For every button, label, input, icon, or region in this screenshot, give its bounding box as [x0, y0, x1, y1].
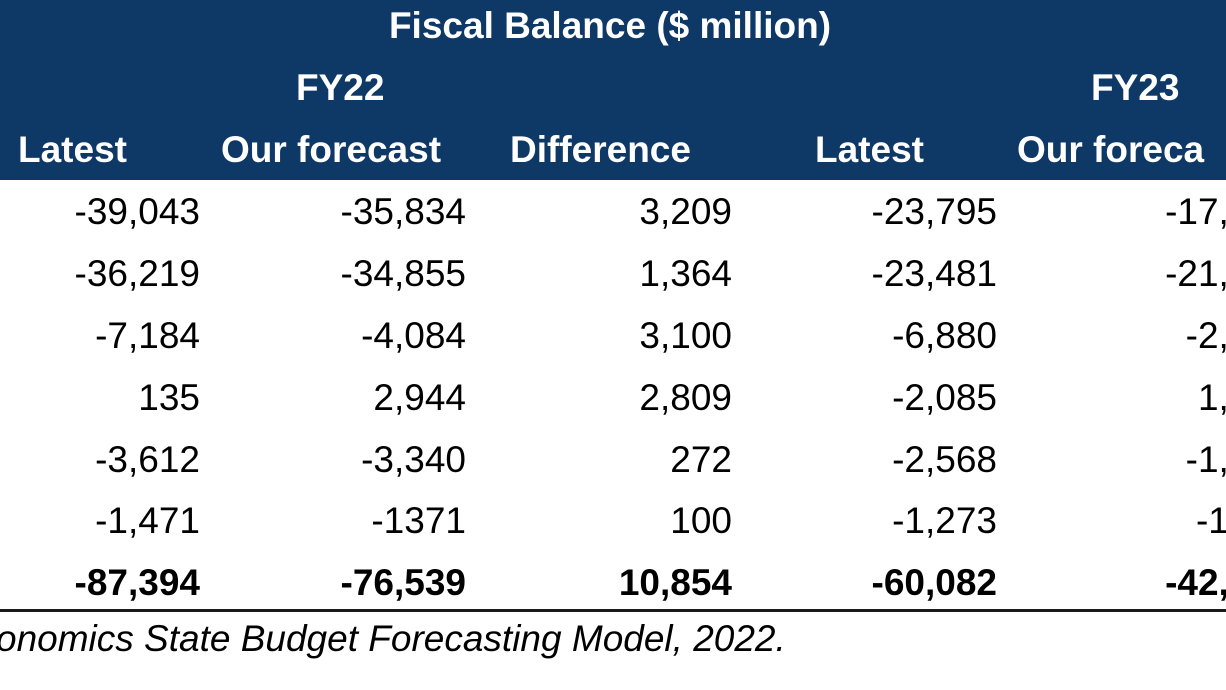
table-bottom-rule — [0, 609, 1226, 612]
table-title: Fiscal Balance ($ million) — [388, 5, 832, 46]
table-cell-fy22-our-forecast: -35,834 — [340, 191, 467, 232]
table-cell-fy22-latest: 135 — [138, 377, 200, 418]
table-cell-fy22-our-forecast: -4,084 — [361, 315, 466, 356]
column-header-fy22-latest: Latest — [18, 129, 127, 170]
table-cell-fy22-our-forecast: -1371 — [371, 500, 466, 541]
table-cell-fy23-latest: -23,481 — [871, 253, 998, 294]
table-cell-fy22-difference: 272 — [670, 439, 732, 480]
group-header-fy22: FY22 — [296, 67, 385, 108]
table-cell-fy23-our-forecast: -1,94 — [1185, 439, 1226, 480]
table-cell-fy22-latest: -39,043 — [74, 191, 201, 232]
table-cell-fy22-latest: -7,184 — [95, 315, 200, 356]
source-note: onomics State Budget Forecasting Model, … — [0, 618, 786, 659]
table-cell-fy23-latest: -1,273 — [892, 500, 997, 541]
table-cell-fy23-our-forecast: 1,96 — [1197, 377, 1226, 418]
column-header-fy22-difference: Difference — [510, 129, 691, 170]
total-cell-fy23-latest: -60,082 — [871, 562, 998, 603]
table-cell-fy22-our-forecast: -34,855 — [340, 253, 467, 294]
table-cell-fy22-difference: 2,809 — [639, 377, 732, 418]
table-cell-fy23-latest: -2,085 — [892, 377, 997, 418]
table-cell-fy23-latest: -2,568 — [892, 439, 997, 480]
column-header-fy22-our-forecast: Our forecast — [221, 129, 442, 170]
table-cell-fy22-difference: 3,209 — [639, 191, 732, 232]
table-cell-fy23-our-forecast: -2,83 — [1185, 315, 1226, 356]
total-cell-fy22-difference: 10,854 — [618, 562, 732, 603]
table-cell-fy23-our-forecast: -17,27 — [1165, 191, 1226, 232]
group-header-fy23: FY23 — [1091, 67, 1180, 108]
total-cell-fy22-our-forecast: -76,539 — [340, 562, 467, 603]
total-cell-fy22-latest: -87,394 — [74, 562, 201, 603]
table-cell-fy23-latest: -23,795 — [871, 191, 998, 232]
column-header-fy23-our-forecast: Our foreca — [1017, 129, 1205, 170]
table-cell-fy22-latest: -1,471 — [95, 500, 200, 541]
table-cell-fy22-latest: -36,219 — [74, 253, 201, 294]
table-cell-fy22-difference: 100 — [670, 500, 732, 541]
table-cell-fy22-latest: -3,612 — [95, 439, 200, 480]
table-cell-fy22-our-forecast: -3,340 — [361, 439, 466, 480]
table-header: Fiscal Balance ($ million) FY22 FY23 Lat… — [0, 0, 1226, 180]
table-cell-fy22-our-forecast: 2,944 — [373, 377, 466, 418]
column-header-fy23-latest: Latest — [815, 129, 924, 170]
table-cell-fy23-our-forecast: -105 — [1195, 500, 1226, 541]
table-cell-fy22-difference: 3,100 — [639, 315, 732, 356]
total-cell-fy23-our-forecast: -42,50 — [1165, 562, 1226, 603]
table-cell-fy23-our-forecast: -21,40 — [1165, 253, 1226, 294]
table-cell-fy22-difference: 1,364 — [639, 253, 732, 294]
table-cell-fy23-latest: -6,880 — [892, 315, 997, 356]
